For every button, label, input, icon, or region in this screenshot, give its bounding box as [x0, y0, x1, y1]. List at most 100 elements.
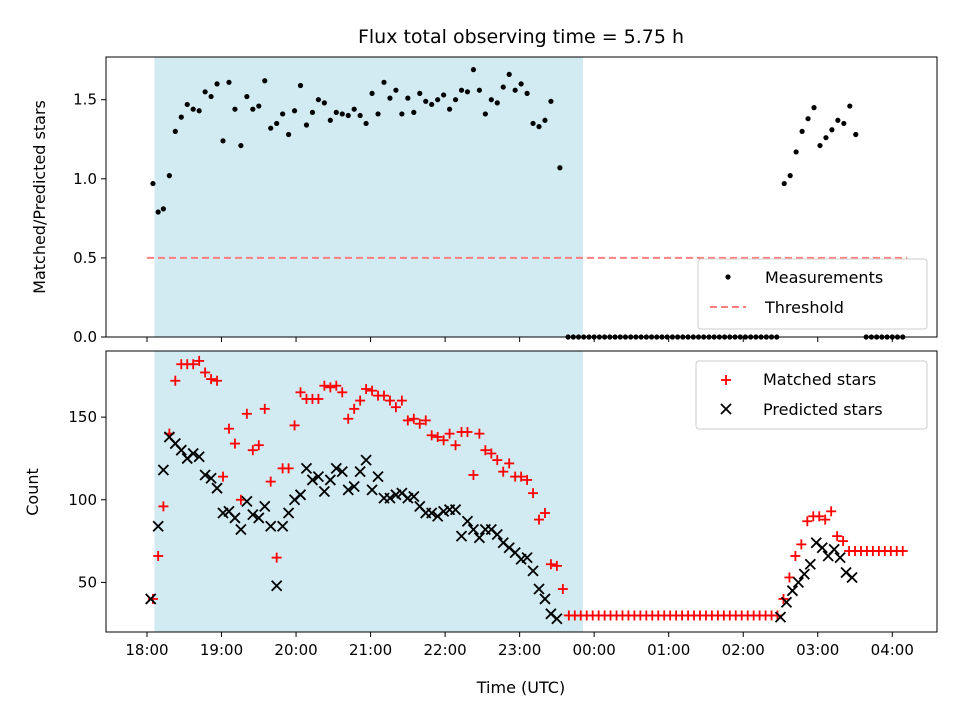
- matched-star-point: [289, 420, 300, 431]
- matched-star-point: [378, 390, 389, 401]
- predicted-star-point: [348, 480, 360, 493]
- observing-span: [154, 351, 583, 632]
- measurement-point: [530, 120, 536, 127]
- measurement-point: [512, 87, 518, 93]
- measurement-point: [291, 108, 298, 114]
- measurement-point: [853, 131, 859, 138]
- predicted-star-point: [193, 451, 205, 463]
- measurement-point: [429, 101, 435, 108]
- matched-star-point: [253, 440, 264, 451]
- measurement-point: [805, 116, 811, 122]
- matched-star-point: [408, 413, 419, 424]
- measurement-point: [363, 120, 369, 127]
- predicted-star-point: [265, 520, 277, 532]
- measurement-point: [351, 106, 357, 112]
- measurement-point: [494, 100, 500, 106]
- predicted-star-point: [205, 472, 217, 484]
- predicted-star-point: [211, 482, 223, 494]
- y-tick-label: 0.5: [73, 249, 97, 267]
- measurement-point: [417, 90, 423, 96]
- matched-star-point: [832, 531, 843, 542]
- predicted-star-point: [354, 466, 366, 478]
- predicted-star-point: [384, 492, 396, 504]
- matched-star-point: [492, 455, 503, 466]
- matched-star-point: [259, 403, 270, 414]
- predicted-star-point: [780, 596, 793, 608]
- measurement-point: [184, 101, 190, 108]
- measurement-point: [811, 105, 817, 111]
- matched-star-point: [462, 426, 473, 437]
- predicted-star-point: [426, 507, 438, 519]
- measurement-point: [787, 173, 793, 179]
- measurement-point: [781, 180, 787, 187]
- y-tick-label: 100: [68, 491, 97, 509]
- measurement-point: [244, 93, 250, 100]
- matched-star-point: [313, 393, 324, 404]
- predicted-star-point: [461, 515, 474, 527]
- measurement-point: [393, 87, 399, 93]
- x-tick-label: 00:00: [573, 641, 616, 659]
- matched-star-point: [361, 384, 372, 395]
- y-axis-label-bottom: Count: [23, 468, 42, 516]
- predicted-star-point: [175, 444, 187, 456]
- matched-star-point: [218, 471, 229, 482]
- matched-star-point: [229, 438, 240, 449]
- matched-star-point: [426, 430, 437, 441]
- matched-star-point: [206, 374, 217, 385]
- predicted-star-point: [271, 580, 283, 592]
- matched-star-point: [194, 355, 205, 366]
- measurement-point: [150, 180, 156, 187]
- predicted-star-point: [846, 571, 858, 584]
- predicted-star-point: [551, 613, 563, 625]
- matched-star-point: [343, 413, 354, 424]
- predicted-star-point: [199, 469, 211, 481]
- measurement-point: [214, 81, 220, 87]
- measurement-point: [297, 82, 304, 89]
- measurement-point: [232, 106, 238, 112]
- measurement-point: [268, 125, 274, 131]
- measurement-point: [841, 120, 847, 127]
- predicted-star-point: [157, 464, 170, 476]
- matched-star-point: [784, 572, 795, 583]
- predicted-star-point: [473, 532, 486, 544]
- matched-star-point: [814, 511, 825, 522]
- predicted-star-point: [318, 485, 331, 498]
- observing-span: [154, 57, 583, 337]
- predicted-star-point: [408, 490, 420, 503]
- matched-star-point: [153, 550, 164, 561]
- matched-star-point: [480, 445, 491, 456]
- matched-star-point: [200, 367, 211, 378]
- measurement-point: [357, 112, 363, 119]
- matched-star-point: [432, 431, 443, 442]
- measurement-point: [799, 128, 805, 134]
- measurement-point: [488, 97, 494, 103]
- matched-star-point: [522, 474, 533, 485]
- matched-star-point: [820, 514, 831, 525]
- predicted-star-point: [229, 512, 241, 524]
- measurement-point: [226, 79, 232, 85]
- matched-star-point: [539, 507, 550, 518]
- measurement-point: [178, 114, 184, 120]
- matched-star-point: [504, 458, 515, 469]
- y-tick-label: 1.5: [73, 91, 97, 109]
- measurement-point: [345, 112, 351, 119]
- matched-star-point: [265, 476, 276, 487]
- matched-star-point: [188, 359, 199, 370]
- x-tick-label: 18:00: [125, 641, 168, 659]
- x-tick-label: 22:00: [423, 641, 466, 659]
- measurement-point: [441, 92, 447, 98]
- matched-star-point: [772, 610, 783, 621]
- matched-star-point: [247, 445, 258, 456]
- measurement-point: [303, 122, 310, 128]
- x-tick-label: 01:00: [647, 641, 690, 659]
- predicted-star-point: [152, 520, 164, 532]
- x-tick-label: 23:00: [498, 641, 541, 659]
- matched-star-point: [414, 418, 425, 429]
- matched-star-point: [438, 435, 449, 446]
- matched-star-point: [212, 375, 223, 386]
- matched-star-point: [468, 469, 479, 480]
- measurement-point: [829, 127, 835, 133]
- measurement-point: [262, 78, 268, 84]
- measurement-point: [817, 142, 823, 149]
- matched-star-point: [790, 550, 801, 561]
